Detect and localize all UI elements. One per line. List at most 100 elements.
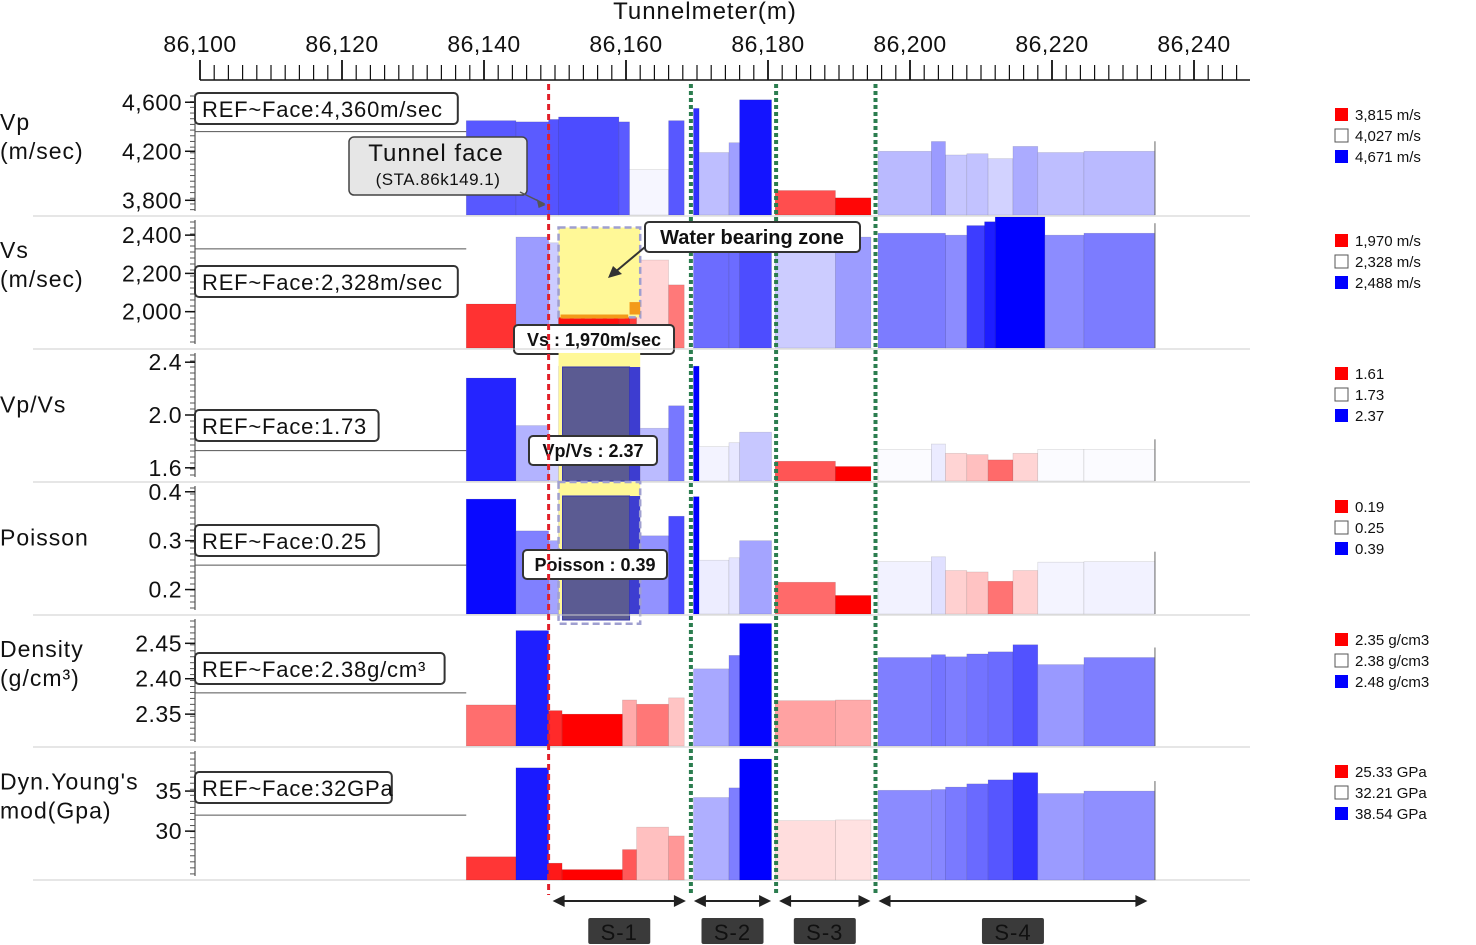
legend-swatch: [1334, 387, 1349, 402]
bar: [835, 197, 872, 216]
bar: [1083, 561, 1156, 615]
legend-label: 32.21 GPa: [1355, 785, 1427, 802]
x-tick-label: 86,240: [1157, 31, 1230, 57]
legend-swatch: [1335, 807, 1348, 820]
legend-label: 4,027 m/s: [1355, 128, 1421, 145]
panel-label: Vs: [0, 237, 29, 263]
bar: [728, 655, 740, 747]
legend-swatch: [1335, 367, 1348, 380]
legend-label: 0.39: [1355, 541, 1384, 558]
bar: [966, 653, 989, 747]
bar: [1083, 790, 1156, 881]
bar: [987, 580, 1014, 615]
y-tick-label: 4,200: [122, 138, 182, 164]
legend-swatch: [1334, 128, 1349, 143]
legend-swatch: [1334, 653, 1349, 668]
bar: [966, 571, 989, 615]
panel-label: (m/sec): [0, 266, 84, 292]
y-tick-label: 0.2: [149, 577, 182, 603]
bar: [835, 699, 872, 747]
panel-label: Poisson: [0, 524, 89, 550]
bar: [877, 449, 932, 482]
legend-label: 38.54 GPa: [1355, 806, 1427, 823]
bar: [693, 108, 700, 216]
bar: [1037, 664, 1085, 747]
section-arrow-right: [759, 895, 772, 907]
x-tick-label: 86,180: [731, 31, 804, 57]
water-zone-pointer: [613, 246, 646, 274]
section-arrow-right: [673, 895, 686, 907]
ref-label-box: [194, 771, 393, 804]
bar: [987, 651, 1014, 747]
bar: [1044, 234, 1085, 349]
y-tick-label: 1.6: [149, 455, 182, 481]
water-zone-bar: [629, 367, 641, 481]
ref-label: REF~Face:2,328m/sec: [202, 270, 443, 295]
panel-label: Vp/Vs: [0, 391, 66, 417]
bar: [774, 190, 836, 216]
ref-label: REF~Face:1.73: [202, 414, 367, 439]
y-tick-label: 35: [155, 778, 182, 804]
legend-swatch: [1335, 234, 1348, 247]
bar: [1083, 449, 1156, 482]
ref-label: REF~Face:0.25: [202, 529, 367, 554]
section-label: S-1: [601, 920, 638, 945]
bar: [558, 116, 620, 216]
bar: [739, 431, 772, 482]
section-markers: S-1 S-2 S-3 S-4: [552, 895, 1148, 945]
bar: [774, 460, 836, 482]
bar: [930, 789, 946, 881]
panel-label: (m/sec): [0, 138, 84, 164]
bar: [987, 158, 1014, 216]
bar: [465, 856, 517, 881]
bar: [945, 570, 968, 615]
tunnel-face-label: Tunnel face: [368, 140, 504, 167]
callout-label: Poisson : 0.39: [534, 555, 655, 575]
bar: [930, 654, 946, 747]
ref-label-box: [194, 265, 459, 298]
bar: [984, 221, 996, 349]
bar: [1012, 644, 1039, 747]
legend-swatch: [1334, 785, 1349, 800]
tunnel-face-pointer-head: [536, 199, 546, 208]
y-tick-label: 2.35: [135, 701, 182, 727]
bar: [728, 142, 740, 216]
bar: [877, 657, 932, 747]
bar: [1083, 657, 1156, 747]
ref-label: REF~Face:2.38g/cm³: [202, 657, 426, 682]
section-arrow-left: [779, 895, 792, 907]
water-zone-callout: [644, 221, 861, 253]
bar: [1012, 452, 1039, 482]
bar: [835, 466, 872, 482]
section-arrow-left: [878, 895, 891, 907]
bar: [930, 443, 946, 482]
legend-label: 2.35 g/cm3: [1355, 632, 1429, 649]
ref-label-box: [194, 652, 446, 685]
panel-label: mod(Gpa): [0, 798, 112, 824]
y-tick-label: 30: [155, 818, 182, 844]
water-zone-highlight: [557, 226, 642, 319]
legend-label: 0.25: [1355, 520, 1384, 537]
bar: [622, 849, 637, 881]
y-tick-label: 3,800: [122, 187, 182, 213]
bar: [930, 556, 946, 615]
section-label: S-2: [714, 920, 751, 945]
bar: [693, 365, 700, 482]
ref-label: REF~Face:4,360m/sec: [202, 97, 443, 122]
bar: [835, 236, 872, 349]
y-tick-label: 2,200: [122, 260, 182, 286]
bar: [877, 789, 932, 881]
bar: [693, 496, 700, 615]
legend-swatch: [1335, 500, 1348, 513]
bar: [987, 779, 1014, 881]
bar: [548, 862, 563, 881]
ref-label-box: [194, 524, 380, 557]
bar: [668, 405, 685, 482]
bar: [877, 232, 946, 349]
bar: [739, 758, 772, 881]
overlays: Tunnel face (STA.86k149.1) Water bearing z…: [348, 84, 878, 895]
bar: [877, 150, 932, 216]
bar: [1012, 146, 1039, 216]
bar: [622, 699, 637, 747]
